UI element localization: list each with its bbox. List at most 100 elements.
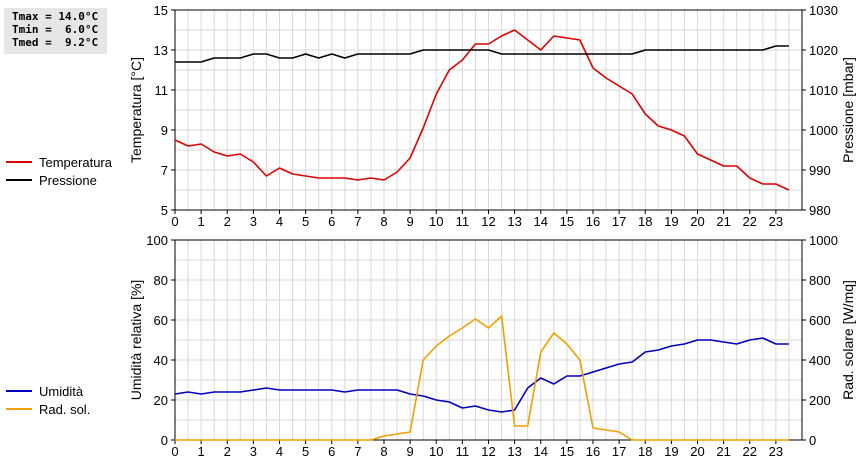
x-tick-label: 9 [407, 214, 414, 229]
series-line-rad-sol- [175, 315, 789, 441]
legend-label: Umidità [39, 383, 84, 399]
y-right-tick-label: 990 [809, 163, 831, 178]
y-right-tick-label: 0 [809, 433, 816, 448]
series-line-temperatura [174, 29, 790, 191]
x-tick-label: 21 [716, 444, 730, 459]
legend-bottom: Umidità Rad. sol. [6, 382, 90, 418]
x-tick-label: 8 [380, 214, 387, 229]
x-tick-label: 22 [743, 444, 757, 459]
x-tick-label: 12 [481, 444, 495, 459]
y-axis-title: Temperatura [°C] [128, 57, 144, 163]
y-tick-label: 20 [154, 393, 168, 408]
x-tick-label: 14 [534, 444, 548, 459]
y-right-tick-label: 600 [809, 313, 831, 328]
y-right-tick-label: 400 [809, 353, 831, 368]
chart-panel-1: 0 1 2 3 4 5 6 7 8 9 10 11 12 13 14 15 16 17 18 19 20 21 22 2357… [128, 3, 856, 229]
x-tick-label: 22 [743, 214, 757, 229]
x-tick-label: 2 [224, 444, 231, 459]
y-tick-label: 9 [161, 123, 168, 138]
y-tick-label: 5 [161, 203, 168, 218]
x-tick-label: 0 [171, 444, 178, 459]
y-tick-label: 80 [154, 273, 168, 288]
x-tick-label: 0 [171, 214, 178, 229]
x-tick-label: 1 [198, 214, 205, 229]
x-tick-label: 15 [560, 214, 574, 229]
y-tick-label: 11 [155, 83, 169, 98]
legend-item-umidita: Umidità [6, 382, 90, 400]
legend-label: Temperatura [39, 154, 112, 170]
y-tick-label: 15 [154, 3, 168, 18]
y-tick-label: 13 [154, 43, 168, 58]
x-tick-label: 8 [380, 444, 387, 459]
x-tick-label: 23 [769, 444, 783, 459]
y-right-tick-label: 1000 [809, 233, 838, 248]
x-tick-label: 13 [507, 444, 521, 459]
x-tick-label: 18 [638, 214, 652, 229]
x-tick-label: 23 [769, 214, 783, 229]
y-right-axis-title: Pressione [mbar] [840, 57, 856, 163]
legend-item-rad-sol: Rad. sol. [6, 400, 90, 418]
x-tick-label: 14 [534, 214, 548, 229]
x-tick-label: 21 [716, 214, 730, 229]
x-tick-label: 2 [224, 214, 231, 229]
stat-tmax: Tmax = 14.0°C [12, 10, 99, 23]
series-line-pressione [175, 45, 789, 63]
y-right-tick-label: 200 [809, 393, 831, 408]
x-tick-label: 18 [638, 444, 652, 459]
y-right-tick-label: 800 [809, 273, 831, 288]
legend-item-pressione: Pressione [6, 171, 112, 189]
stat-tmin: Tmin = 6.0°C [12, 23, 99, 36]
x-tick-label: 15 [560, 444, 574, 459]
x-tick-label: 3 [250, 214, 257, 229]
x-tick-label: 11 [456, 214, 470, 229]
x-tick-label: 19 [664, 214, 678, 229]
series-line-umidit- [174, 337, 789, 413]
x-tick-label: 17 [612, 444, 626, 459]
x-tick-label: 6 [328, 444, 335, 459]
legend-swatch [6, 179, 32, 181]
legend-swatch [6, 390, 32, 392]
x-tick-label: 4 [276, 444, 283, 459]
y-right-tick-label: 1010 [809, 83, 838, 98]
legend-swatch [6, 408, 32, 410]
y-axis-title: Umidità relativa [%] [128, 280, 144, 401]
y-right-tick-label: 1030 [809, 3, 838, 18]
x-tick-label: 5 [302, 214, 309, 229]
x-tick-label: 11 [456, 444, 470, 459]
y-tick-label: 0 [161, 433, 168, 448]
x-tick-label: 20 [690, 214, 704, 229]
x-tick-label: 16 [586, 444, 600, 459]
x-tick-label: 6 [328, 214, 335, 229]
legend-item-temperatura: Temperatura [6, 153, 112, 171]
x-tick-label: 19 [664, 444, 678, 459]
y-right-tick-label: 1020 [809, 43, 838, 58]
x-tick-label: 7 [354, 444, 361, 459]
stats-box: Tmax = 14.0°C Tmin = 6.0°C Tmed = 9.2°C [4, 8, 107, 54]
y-right-axis-title: Rad. solare [W/mq] [840, 280, 856, 400]
stat-tmed: Tmed = 9.2°C [12, 36, 99, 49]
x-tick-label: 3 [250, 444, 257, 459]
x-tick-label: 20 [690, 444, 704, 459]
y-tick-label: 40 [154, 353, 168, 368]
y-right-tick-label: 1000 [809, 123, 838, 138]
x-tick-label: 9 [407, 444, 414, 459]
legend-swatch [6, 161, 32, 163]
x-tick-label: 10 [429, 214, 443, 229]
x-tick-label: 5 [302, 444, 309, 459]
legend-top: Temperatura Pressione [6, 153, 112, 189]
x-tick-label: 12 [481, 214, 495, 229]
legend-label: Pressione [39, 172, 97, 188]
y-tick-label: 100 [146, 233, 168, 248]
y-right-tick-label: 980 [809, 203, 831, 218]
x-tick-label: 1 [198, 444, 205, 459]
chart-panel-2: 0 1 2 3 4 5 6 7 8 9 10 11 12 13 14 15 16 17 18 19 20 21 22 2302… [128, 233, 856, 459]
x-tick-label: 4 [276, 214, 283, 229]
y-tick-label: 7 [161, 163, 168, 178]
x-tick-label: 16 [586, 214, 600, 229]
legend-label: Rad. sol. [39, 401, 91, 417]
x-tick-label: 7 [354, 214, 361, 229]
x-tick-label: 10 [429, 444, 443, 459]
x-tick-label: 17 [612, 214, 626, 229]
x-tick-label: 13 [507, 214, 521, 229]
